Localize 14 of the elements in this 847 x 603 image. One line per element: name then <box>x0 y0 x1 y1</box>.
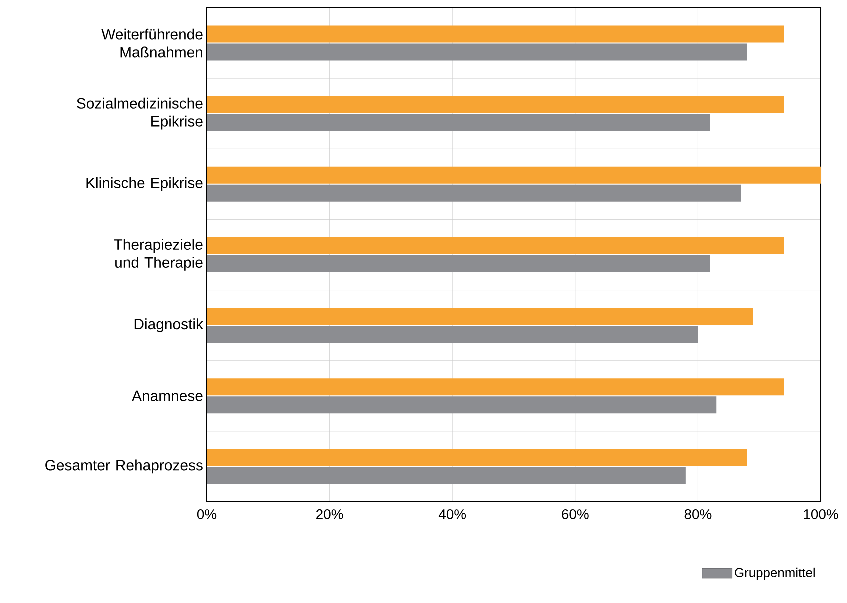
legend-label: Gruppenmittel <box>735 568 815 580</box>
y-tick-label: Gesamter Rehaprozess <box>46 460 203 474</box>
y-tick-label: Weiterführende Maßnahmen <box>102 28 203 58</box>
y-tick-label: Anamnese <box>132 390 203 402</box>
x-tick-label: 100% <box>804 510 838 520</box>
x-tick-label: 40% <box>438 510 466 520</box>
y-tick-label: Diagnostik <box>134 318 204 333</box>
y-tick-label: Sozialmedizinische Epikrise <box>77 98 203 130</box>
y-tick-label: Therapieziele und Therapie <box>114 239 203 271</box>
x-tick-label: 80% <box>684 510 712 520</box>
y-tick-label: Klinische Epikrise <box>86 177 203 192</box>
x-tick-label: 20% <box>316 510 344 520</box>
x-tick-label: 60% <box>562 510 589 520</box>
x-tick-label: 0% <box>197 510 217 520</box>
